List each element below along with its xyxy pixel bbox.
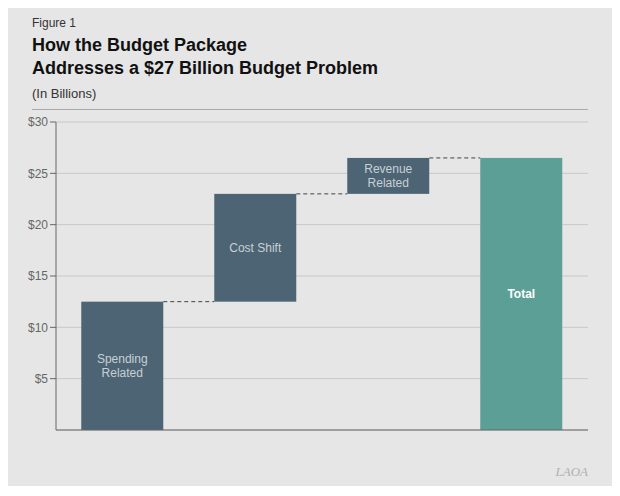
svg-text:$10: $10: [28, 321, 48, 335]
svg-text:$15: $15: [28, 269, 48, 283]
svg-text:$20: $20: [28, 218, 48, 232]
html-text:LAOA: LAOA: [555, 464, 588, 479]
svg-text:Cost Shift: Cost Shift: [229, 241, 282, 255]
html-text:Figure 1: Figure 1: [32, 16, 76, 30]
svg-text:$5: $5: [35, 372, 49, 386]
svg-text:Total: Total: [507, 287, 535, 301]
html-text:How the Budget Package: How the Budget Package: [32, 35, 247, 55]
html-text:(In Billions): (In Billions): [32, 86, 97, 101]
svg-text:RevenueRelated: RevenueRelated: [364, 162, 412, 190]
html-text:Addresses a $27 Billion Budget: Addresses a $27 Billion Budget Problem: [32, 58, 379, 78]
svg-text:$30: $30: [28, 115, 48, 129]
svg-text:SpendingRelated: SpendingRelated: [97, 352, 148, 380]
svg-text:$25: $25: [28, 167, 48, 181]
